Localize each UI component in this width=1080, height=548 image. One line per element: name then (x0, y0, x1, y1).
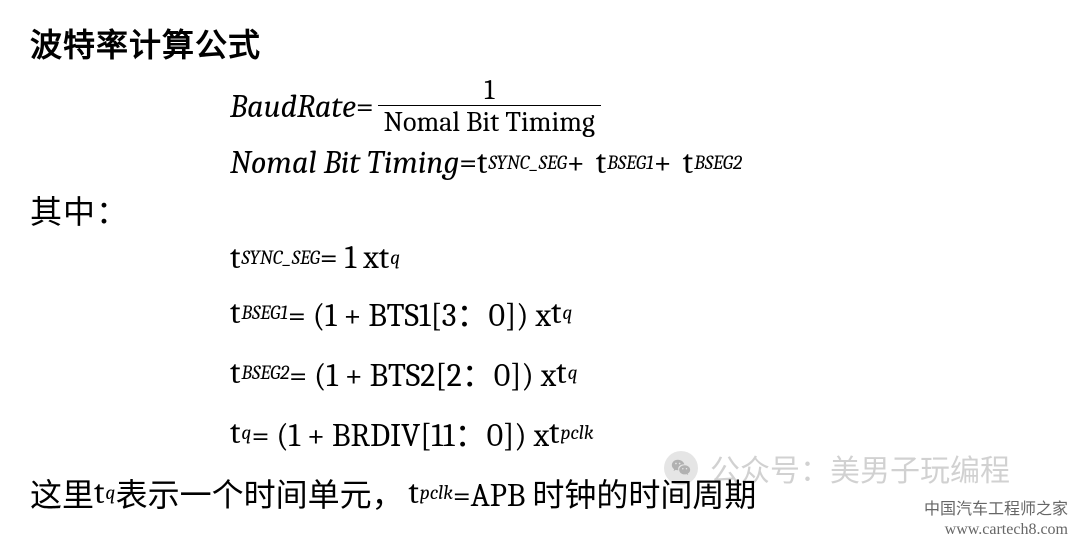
term-sub: BSEG1 (606, 151, 654, 174)
term-t: t (408, 474, 418, 511)
term-t: t (556, 354, 566, 391)
term-t: t (551, 294, 561, 331)
equation-row: Nomal Bit Timing = tSYNC_SEG + tBSEG1 + … (230, 144, 1050, 181)
eq-equals: = (356, 88, 374, 125)
term-t: t (230, 414, 240, 451)
def-rhs: = (1 + BTS1[3：0]) x (288, 290, 551, 336)
footer-text: 这里 (30, 470, 94, 516)
term-sub: q (567, 361, 578, 384)
term-sub: q (561, 301, 572, 324)
def-bseg1: tBSEG1 = (1 + BTS1[3：0]) x tq (230, 290, 1050, 336)
page-title: 波特率计算公式 (30, 20, 1050, 66)
page-root: 波特率计算公式 BaudRate = 1 Nomal Bit Timimg No… (0, 0, 1080, 548)
term-t: t (477, 144, 487, 181)
def-rhs: = (1 + BRDIV[11：0]) x (252, 410, 549, 456)
footer-row: 这里 tq 表示一个时间单元， tpclk =APB 时钟的时间周期 (30, 470, 1050, 516)
def-rhs: = (1 + BTS2[2：0]) x (289, 350, 556, 396)
equation-row: BaudRate = 1 Nomal Bit Timimg (230, 76, 1050, 138)
term-t: t (230, 239, 240, 276)
definitions-block: tSYNC_SEG = 1 x tq tBSEG1 = (1 + BTS1[3：… (230, 239, 1050, 456)
term-t: t (549, 414, 559, 451)
term-t: t (379, 239, 389, 276)
fraction-numerator: 1 (478, 76, 500, 105)
term-t: t (596, 144, 606, 181)
term-sub: q (104, 481, 115, 504)
term-t: t (230, 354, 240, 391)
def-sync: tSYNC_SEG = 1 x tq (230, 239, 1050, 276)
plus: + (567, 144, 585, 181)
fraction-denominator: Nomal Bit Timimg (378, 105, 601, 137)
eq-lhs: BaudRate (230, 88, 356, 125)
def-tq: tq = (1 + BRDIV[11：0]) x tpclk (230, 410, 1050, 456)
watermark-site-line2: www.cartech8.com (924, 520, 1068, 540)
term-sub: pclk (419, 481, 453, 504)
term-sub: BSEG1 (240, 301, 288, 324)
term-t: t (683, 144, 693, 181)
where-label: 其中： (30, 187, 1050, 233)
eq-lhs: Nomal Bit Timing (230, 144, 459, 181)
term-sub: BSEG2 (693, 151, 742, 174)
footer-text: =APB 时钟的时间周期 (453, 470, 757, 516)
fraction: 1 Nomal Bit Timimg (378, 76, 601, 138)
term-t: t (94, 474, 104, 511)
term-sub: pclk (559, 421, 593, 444)
equation-baudrate: BaudRate = 1 Nomal Bit Timimg (230, 76, 1050, 138)
footer-text: 表示一个时间单元， (116, 470, 404, 516)
def-bseg2: tBSEG2 = (1 + BTS2[2：0]) x tq (230, 350, 1050, 396)
equation-nbt: Nomal Bit Timing = tSYNC_SEG + tBSEG1 + … (230, 144, 1050, 181)
term-sub: q (240, 421, 251, 444)
term-sub: BSEG2 (240, 361, 289, 384)
term-t: t (230, 294, 240, 331)
term-sub: SYNC_SEG (487, 151, 566, 174)
term-sub: SYNC_SEG (240, 246, 319, 269)
plus: + (654, 144, 672, 181)
eq-equals: = (459, 144, 477, 181)
term-sub: q (389, 246, 400, 269)
def-rhs: = 1 x (320, 239, 379, 276)
footer-sentence: 这里 tq 表示一个时间单元， tpclk =APB 时钟的时间周期 (30, 470, 1050, 516)
